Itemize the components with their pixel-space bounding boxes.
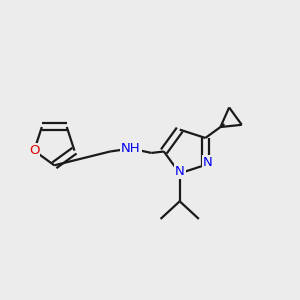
Text: N: N	[175, 165, 184, 178]
Text: O: O	[29, 144, 39, 157]
Text: NH: NH	[121, 142, 141, 155]
Text: N: N	[203, 156, 213, 169]
